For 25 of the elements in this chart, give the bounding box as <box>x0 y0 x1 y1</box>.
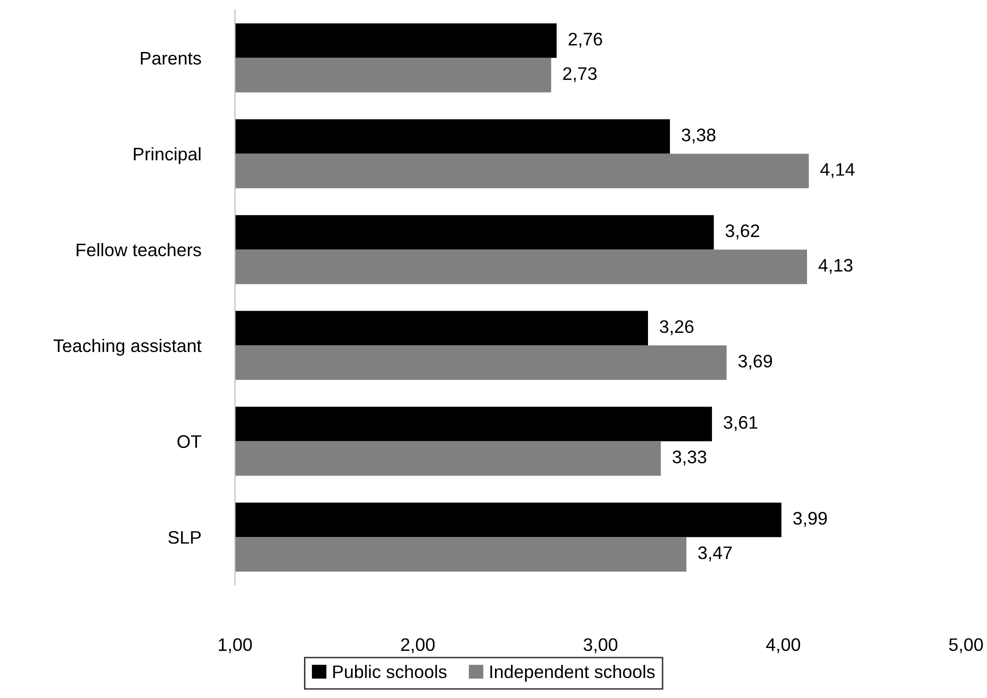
data-label: 2,76 <box>568 32 602 48</box>
y-tick-label: Principal <box>134 147 200 164</box>
data-label: 3,69 <box>738 354 772 370</box>
data-label: 4,14 <box>820 163 855 178</box>
data-label: 3,33 <box>672 450 706 466</box>
data-label: 3,26 <box>660 320 694 336</box>
x-tick-label: 4,00 <box>766 638 800 654</box>
data-label: 3,38 <box>682 128 716 144</box>
y-tick-label: Fellow teachers <box>76 243 202 256</box>
data-label: 4,13 <box>818 258 852 274</box>
x-tick-label: 5,00 <box>949 638 983 654</box>
y-tick-label: Parents <box>140 52 202 65</box>
data-label: 3,99 <box>793 512 827 527</box>
y-tick-label: SLP <box>168 531 201 544</box>
x-tick-label: 1,00 <box>218 638 252 654</box>
data-label: 2,73 <box>563 67 597 82</box>
data-label: 3,62 <box>726 224 760 240</box>
y-tick-label: OT <box>177 435 202 448</box>
data-label: 3,47 <box>698 546 732 562</box>
y-tick-label: Teaching assistant <box>54 338 202 356</box>
data-label: 3,61 <box>724 416 758 431</box>
legend-label: Public schools <box>333 664 447 678</box>
legend-label: Independent schools <box>490 664 655 682</box>
x-tick-label: 3,00 <box>584 638 618 654</box>
x-tick-label: 2,00 <box>401 638 435 654</box>
